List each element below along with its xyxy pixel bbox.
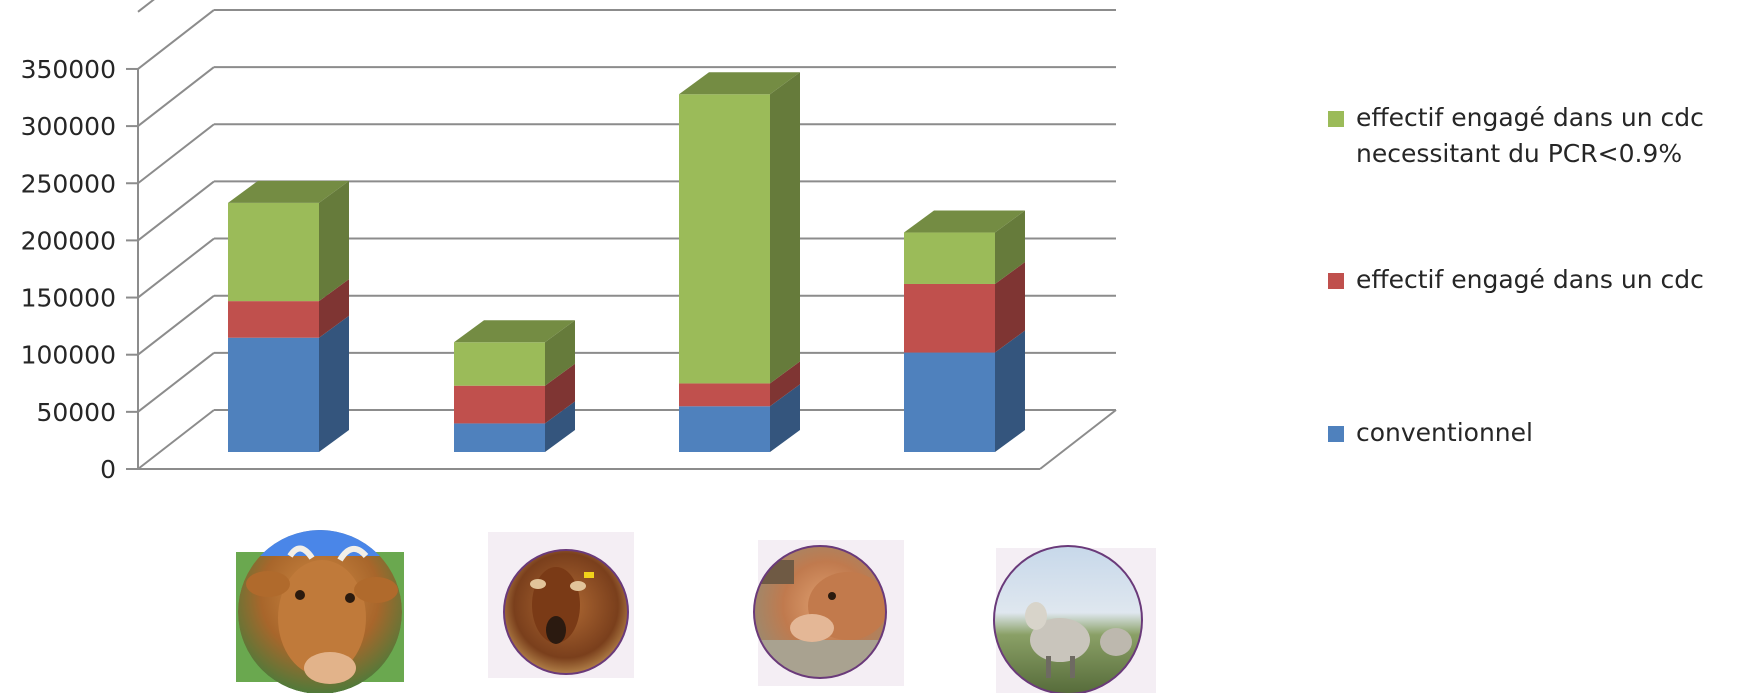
bar-segment-pcr	[904, 210, 1025, 284]
legend-item-series-1: conventionnel	[1328, 415, 1533, 451]
y-tick-label: 150000	[21, 284, 116, 313]
legend-label-cdc: effectif engagé dans un cdc	[1356, 265, 1704, 294]
bar-segment-conventionnel	[679, 384, 800, 452]
bar-segment-cdc	[904, 261, 1025, 353]
bar-segment-pcr	[228, 180, 349, 302]
legend-label-pcr: effectif engagé dans un cdc necessitant …	[1356, 103, 1704, 168]
value-axis: 0 50000 100000 150000 200000 250000 300000 3500…	[21, 55, 1117, 484]
gridline-side	[137, 409, 215, 470]
gridlines	[137, 0, 1116, 470]
gridline-side	[137, 237, 215, 299]
bars	[228, 72, 1025, 452]
bar-segment-pcr	[454, 320, 575, 386]
gridline-side	[137, 294, 215, 356]
bar-segment-pcr	[679, 72, 800, 384]
legend-swatch-red	[1328, 273, 1344, 289]
bar-segment-cdc	[679, 361, 800, 407]
y-tick-label: 100000	[21, 341, 116, 370]
gridline-side	[137, 123, 215, 185]
y-tick-label: 0	[100, 455, 116, 484]
gridline-side	[137, 352, 215, 413]
goat-photo-icon	[488, 532, 634, 678]
bar-segment-conventionnel	[454, 401, 575, 452]
category-icons	[236, 530, 1156, 693]
legend-item-series-3: effectif engagé dans un cdc necessitant …	[1328, 100, 1748, 172]
calf-photo-icon	[753, 540, 904, 686]
gridline-side	[137, 180, 215, 242]
gridline-side	[137, 9, 215, 70]
legend-swatch-green	[1328, 111, 1344, 127]
y-tick-label: 50000	[36, 398, 116, 427]
legend-label-conventionnel: conventionnel	[1356, 418, 1533, 447]
gridline-side	[137, 0, 155, 13]
bar-segment-cdc	[228, 279, 349, 338]
y-tick-label: 200000	[21, 226, 116, 255]
y-tick-label: 350000	[21, 55, 116, 84]
legend-item-series-2: effectif engagé dans un cdc	[1328, 262, 1704, 298]
bar-segment-conventionnel	[904, 330, 1025, 452]
gridline-side	[137, 66, 215, 127]
bar-segment-conventionnel	[228, 315, 349, 452]
y-tick-label: 300000	[21, 112, 116, 141]
floor-right-edge	[1039, 409, 1117, 470]
y-tick-label: 250000	[21, 169, 116, 198]
legend-swatch-blue	[1328, 426, 1344, 442]
cow-photo-icon	[236, 530, 404, 693]
sheep-photo-icon	[993, 545, 1156, 693]
bar-segment-cdc	[454, 363, 575, 424]
